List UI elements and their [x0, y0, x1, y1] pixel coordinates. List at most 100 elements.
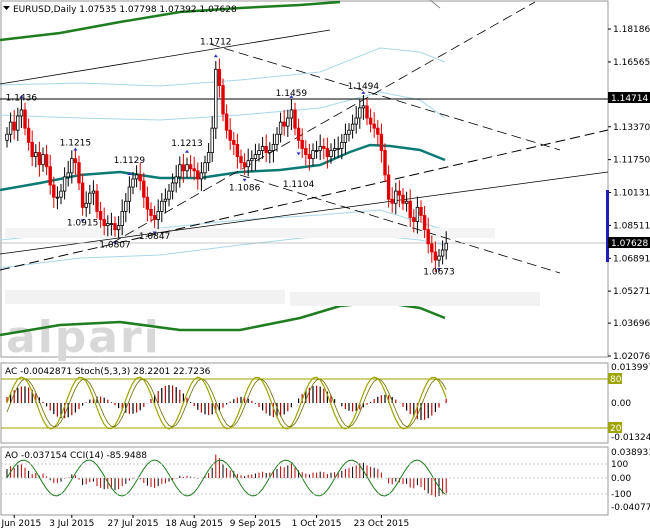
ac-tick-bottom: -0.013244 [611, 433, 650, 443]
candle-body [185, 164, 189, 172]
cursor-range-bar [606, 190, 609, 262]
price-axis-label: 1.03696 [613, 319, 650, 329]
candle-body [221, 85, 225, 115]
candle-body [192, 168, 196, 172]
moving-average-line [0, 143, 446, 192]
candle-body [307, 154, 312, 160]
time-axis-label: 9 Sep 2015 [230, 519, 281, 529]
candle-body [102, 219, 106, 227]
upper-band-line [0, 47, 446, 87]
price-axis-label: 1.18186 [613, 25, 650, 35]
fractal-up-marker [213, 54, 218, 58]
candle-body [16, 115, 20, 131]
fractal-down-marker [80, 219, 85, 223]
fractal-down-marker [152, 231, 157, 235]
candle-body [336, 148, 340, 150]
candle-body [246, 160, 250, 168]
candle-body [41, 154, 45, 166]
candle-body [73, 158, 78, 164]
candle-body [437, 255, 441, 261]
time-axis[interactable]: 11 Jun 2015 3 Jul 2015 27 Jul 2015 18 Aug 2… [0, 515, 409, 529]
candle-body [372, 123, 376, 129]
candle-body [26, 127, 31, 143]
fractal-up-marker [19, 94, 24, 98]
candle-body [206, 152, 211, 164]
candle-body [311, 150, 315, 160]
dashed-fan-line [111, 1, 536, 244]
candle-body [127, 186, 132, 202]
candle-body [401, 194, 405, 204]
candle-body [88, 192, 92, 204]
candle-body [440, 249, 445, 257]
stoch-80-label: 80 [610, 375, 622, 385]
main-header: EURUSD,Daily 1.07535 1.07798 1.07392 1.0… [13, 5, 237, 15]
candle-body [332, 148, 337, 151]
candle-body [95, 190, 99, 212]
candle-body [412, 217, 416, 222]
candle-body [138, 174, 142, 182]
candle-body [30, 141, 34, 157]
price-axis[interactable]: 1.18186 1.16565 1.13370 1.11750 1.10131 1.085… [608, 25, 650, 362]
fractal-up-marker [185, 149, 189, 153]
candle-body [62, 176, 67, 192]
candle-body [80, 182, 85, 208]
time-axis-label: 18 Aug 2015 [165, 519, 223, 529]
candle-body [37, 152, 42, 166]
candle-body [419, 206, 423, 216]
peak-price-label: 1.1459 [276, 89, 308, 99]
candle-body [286, 117, 290, 127]
fractal-up-marker [73, 147, 78, 151]
candle-body [296, 127, 301, 141]
stoch-20-tag [608, 422, 622, 433]
trough-price-label: 1.0807 [99, 240, 131, 250]
candle-body [214, 68, 218, 129]
candle-body [199, 172, 204, 180]
fractal-up-marker [127, 172, 132, 176]
ac-header: AC -0.0042871 Stoch(5,3,3) 28.2201 22.72… [5, 367, 211, 377]
candle-body [394, 190, 398, 204]
candle-body [282, 121, 286, 127]
candle-body [145, 196, 150, 210]
candle-body [329, 150, 333, 157]
ao-tick-zero: 0.00 [611, 474, 631, 484]
candle-body [142, 180, 146, 198]
trough-price-label: 1.1086 [229, 184, 261, 194]
ao-tick-bottom: -0.040771 [611, 503, 650, 513]
lower-channel-line [0, 171, 609, 255]
trough-price-label: 1.0915 [67, 218, 99, 228]
fractal-down-marker [437, 268, 441, 272]
time-axis-label: 23 Oct 2015 [354, 519, 410, 529]
candle-body [124, 200, 128, 212]
price-axis-label: 1.06891 [613, 254, 650, 264]
time-axis-label: 3 Jul 2015 [49, 519, 94, 529]
current-price-box [608, 237, 650, 248]
alpari-watermark: alpari [6, 312, 161, 363]
fractal-down-marker [296, 152, 301, 156]
candle-body [131, 178, 135, 188]
candle-body [116, 225, 121, 231]
candle-body [300, 139, 304, 149]
trough-price-label: 1.1104 [283, 180, 315, 190]
price-axis-label: 1.05271 [613, 287, 650, 297]
chart-menu-arrow-icon[interactable] [3, 6, 10, 10]
candle-body [304, 148, 308, 155]
candle-body [167, 190, 171, 200]
candle-body [260, 146, 265, 151]
candle-body [228, 129, 232, 141]
peak-price-label: 1.1494 [348, 82, 380, 92]
time-axis-label: 1 Oct 2015 [292, 519, 342, 529]
candle-body [426, 229, 430, 245]
candle-body [160, 200, 164, 212]
candle-body [134, 174, 139, 180]
candle-body [77, 162, 81, 184]
candle-body [430, 243, 434, 253]
candle-body [343, 133, 348, 143]
upper-channel-line [0, 29, 331, 85]
ac-tick-top: 0.013997 [611, 363, 650, 373]
shade-stripe [5, 290, 285, 304]
candle-body [318, 146, 322, 151]
peak-price-label: 1.1436 [6, 94, 38, 104]
candle-body [181, 164, 186, 172]
candle-body [347, 129, 351, 135]
